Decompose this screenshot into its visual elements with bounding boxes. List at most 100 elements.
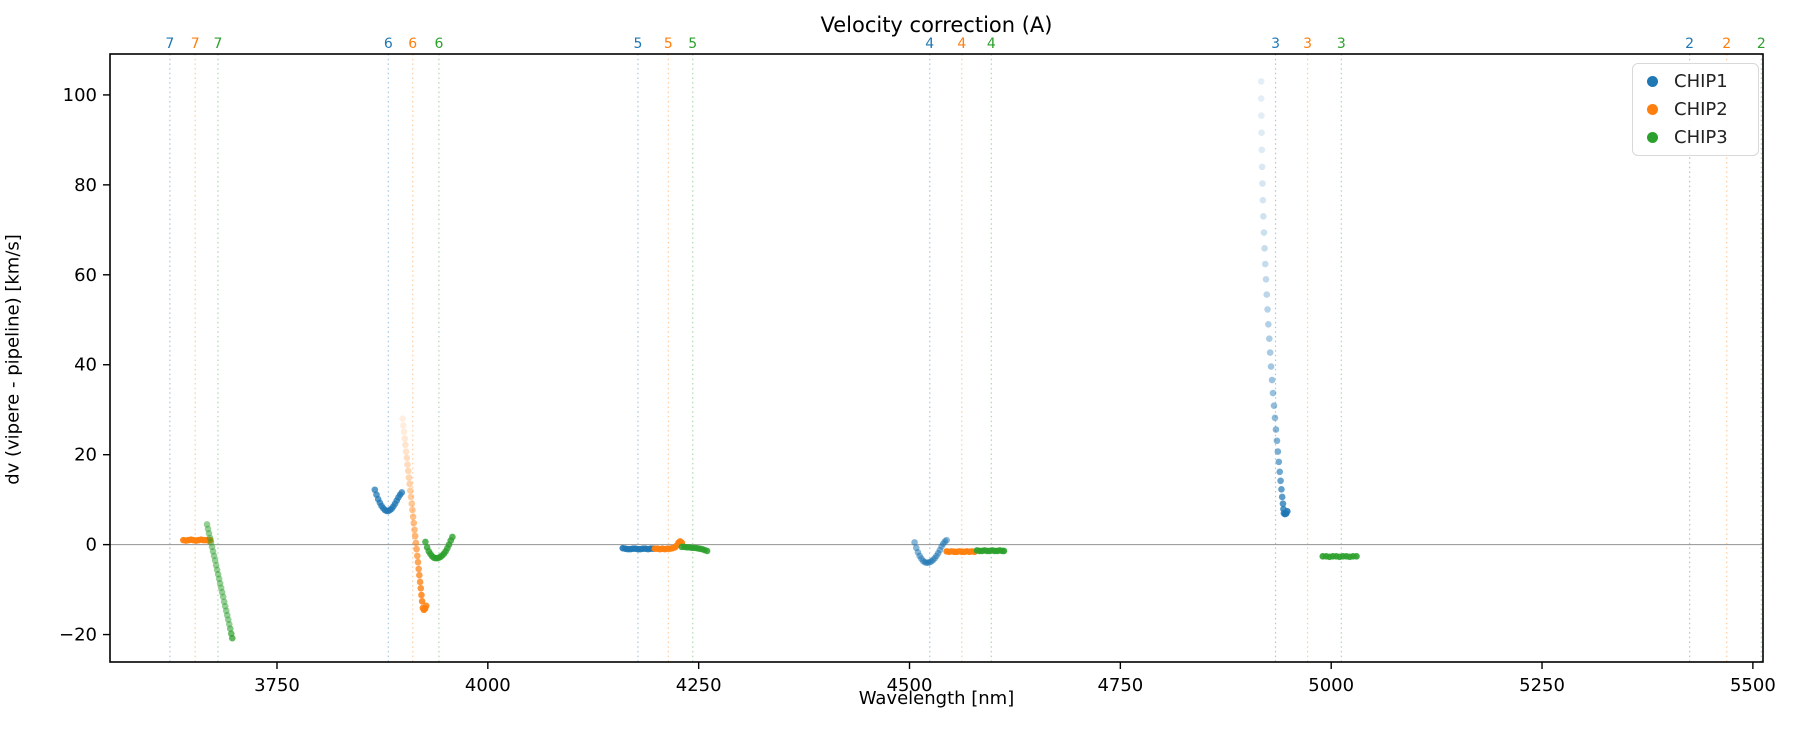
legend-item: CHIP3 — [1647, 127, 1758, 148]
y-tick-label: 60 — [74, 265, 97, 286]
scatter-cluster-chip2-order4 — [943, 548, 978, 556]
y-tick-label: −20 — [59, 625, 97, 646]
order-marker-label: 5 — [664, 36, 673, 52]
scatter-point — [411, 532, 419, 540]
order-marker-label: 4 — [987, 36, 996, 52]
scatter-point — [1258, 129, 1265, 136]
scatter-point — [943, 536, 950, 544]
scatter-point — [418, 591, 425, 599]
order-marker-label: 2 — [1685, 36, 1694, 52]
scatter-point — [1268, 376, 1276, 384]
scatter-point — [1271, 414, 1279, 422]
scatter-point — [401, 435, 409, 442]
scatter-point — [407, 493, 415, 501]
x-tick-label: 5500 — [1730, 675, 1776, 696]
x-tick-label: 4750 — [1097, 675, 1143, 696]
scatter-point — [1263, 291, 1271, 298]
scatter-point — [1260, 229, 1268, 236]
scatter-point — [1261, 244, 1268, 252]
scatter-point — [1258, 163, 1266, 171]
order-marker-label: 6 — [408, 36, 417, 52]
scatter-point — [400, 428, 408, 436]
scatter-point — [410, 519, 418, 527]
y-tick-label: 20 — [74, 445, 97, 466]
scatter-cluster-chip2-order6 — [399, 415, 430, 614]
order-marker-label: 5 — [633, 36, 642, 52]
scatter-point — [405, 474, 413, 481]
scatter-point — [226, 625, 234, 633]
y-tick-label: 40 — [74, 355, 97, 376]
order-marker-label: 6 — [434, 36, 443, 52]
scatter-point — [406, 480, 413, 488]
scatter-cluster-chip3-order7 — [203, 521, 236, 642]
scatter-point — [413, 545, 420, 553]
x-axis-label: Wavelength [nm] — [858, 688, 1015, 709]
scatter-point — [1278, 486, 1285, 493]
scatter-point — [1259, 196, 1267, 204]
scatter-point — [1269, 389, 1277, 397]
scatter-point — [415, 565, 422, 573]
order-marker-label: 3 — [1271, 36, 1280, 52]
scatter-point — [1261, 260, 1269, 268]
scatter-point — [1257, 95, 1265, 102]
scatter-point — [1273, 437, 1281, 445]
scatter-point — [403, 454, 411, 462]
legend-item: CHIP2 — [1647, 99, 1758, 120]
order-marker-label: 5 — [688, 36, 697, 52]
scatter-point — [418, 597, 426, 605]
scatter-point — [416, 571, 423, 579]
order-marker-label: 2 — [1757, 36, 1766, 52]
scatter-point — [1284, 508, 1291, 515]
scatter-point — [703, 547, 711, 555]
legend: CHIP1 CHIP2 CHIP3 — [1632, 63, 1759, 156]
order-marker-label: 7 — [213, 36, 222, 52]
scatter-point — [1264, 306, 1271, 313]
order-marker-label: 2 — [1722, 36, 1731, 52]
scatter-point — [1279, 500, 1287, 508]
scatter-point — [1000, 547, 1008, 555]
scatter-point — [402, 448, 410, 455]
scatter-point — [228, 634, 236, 642]
scatter-cluster-chip2-order5 — [651, 538, 686, 553]
legend-item: CHIP1 — [1647, 71, 1758, 92]
scatter-point — [1265, 335, 1273, 342]
scatter-point — [414, 558, 422, 566]
scatter-point — [411, 526, 418, 534]
scatter-cluster-chip1-order6 — [371, 486, 406, 515]
scatter-point — [1274, 448, 1282, 455]
scatter-point — [399, 415, 406, 423]
scatter-point — [400, 422, 407, 429]
order-marker-label: 4 — [925, 36, 934, 52]
scatter-point — [398, 489, 406, 496]
scatter-point — [404, 461, 411, 468]
scatter-cluster-chip1-order4 — [911, 536, 950, 566]
scatter-point — [402, 441, 409, 449]
scatter-point — [422, 538, 429, 546]
legend-label: CHIP2 — [1674, 99, 1728, 120]
scatter-cluster-chip3-order4 — [973, 547, 1008, 555]
scatter-point — [1278, 493, 1286, 501]
scatter-point — [1270, 402, 1278, 409]
scatter-point — [1267, 363, 1275, 370]
scatter-point — [1266, 349, 1274, 356]
legend-marker-dot-icon — [1647, 104, 1658, 115]
scatter-point — [449, 533, 456, 541]
scatter-point — [404, 467, 412, 475]
scatter-point — [1262, 276, 1270, 283]
scatter-point — [1259, 180, 1266, 187]
legend-marker-dot-icon — [1647, 132, 1658, 143]
x-tick-label: 3750 — [254, 675, 300, 696]
scatter-point — [1265, 320, 1272, 328]
y-axis-label: dv (vipere - pipeline) [km/s] — [2, 234, 24, 485]
y-tick-label: 80 — [74, 175, 97, 196]
scatter-cluster-chip3-order5 — [678, 543, 711, 555]
y-tick-label: 0 — [86, 535, 97, 556]
order-marker-label: 7 — [165, 36, 174, 52]
scatter-point — [409, 506, 416, 514]
scatter-point — [1258, 112, 1265, 119]
order-marker-label: 6 — [384, 36, 393, 52]
scatter-cluster-chip3-order6 — [422, 533, 456, 562]
scatter-point — [422, 602, 430, 610]
